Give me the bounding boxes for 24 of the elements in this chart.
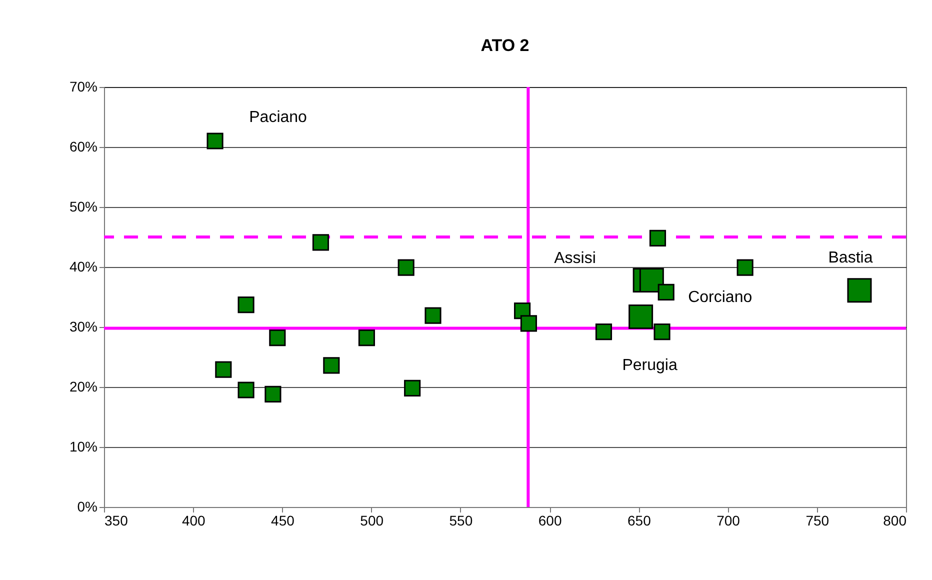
x-tick-label: 650 — [627, 512, 652, 528]
y-tick-label: 0% — [77, 498, 98, 514]
annotation: Bastia — [828, 249, 873, 266]
y-tick-label: 30% — [69, 318, 98, 334]
x-tick-label: 550 — [449, 512, 473, 528]
annotation: Paciano — [249, 109, 308, 126]
x-tick-label: 600 — [538, 512, 562, 528]
chart-title: ATO 2 — [480, 36, 530, 55]
annotation: Corciano — [688, 289, 752, 306]
x-tick-label: 800 — [883, 512, 907, 528]
y-tick-label: 60% — [69, 138, 98, 154]
annotation: Perugia — [622, 356, 678, 374]
y-tick-label: 40% — [69, 258, 98, 274]
annotation: Assisi — [554, 250, 596, 267]
x-tick-label: 400 — [182, 512, 206, 528]
y-tick-label: 70% — [69, 78, 98, 94]
x-tick-label: 750 — [806, 512, 830, 528]
y-tick-label: 20% — [69, 378, 98, 394]
x-tick-label: 450 — [271, 512, 295, 528]
x-tick-label: 500 — [360, 512, 384, 528]
x-tick-label: 350 — [104, 512, 128, 528]
y-tick-label: 50% — [69, 198, 98, 214]
x-tick-label: 700 — [716, 512, 740, 528]
y-tick-label: 10% — [69, 438, 98, 454]
